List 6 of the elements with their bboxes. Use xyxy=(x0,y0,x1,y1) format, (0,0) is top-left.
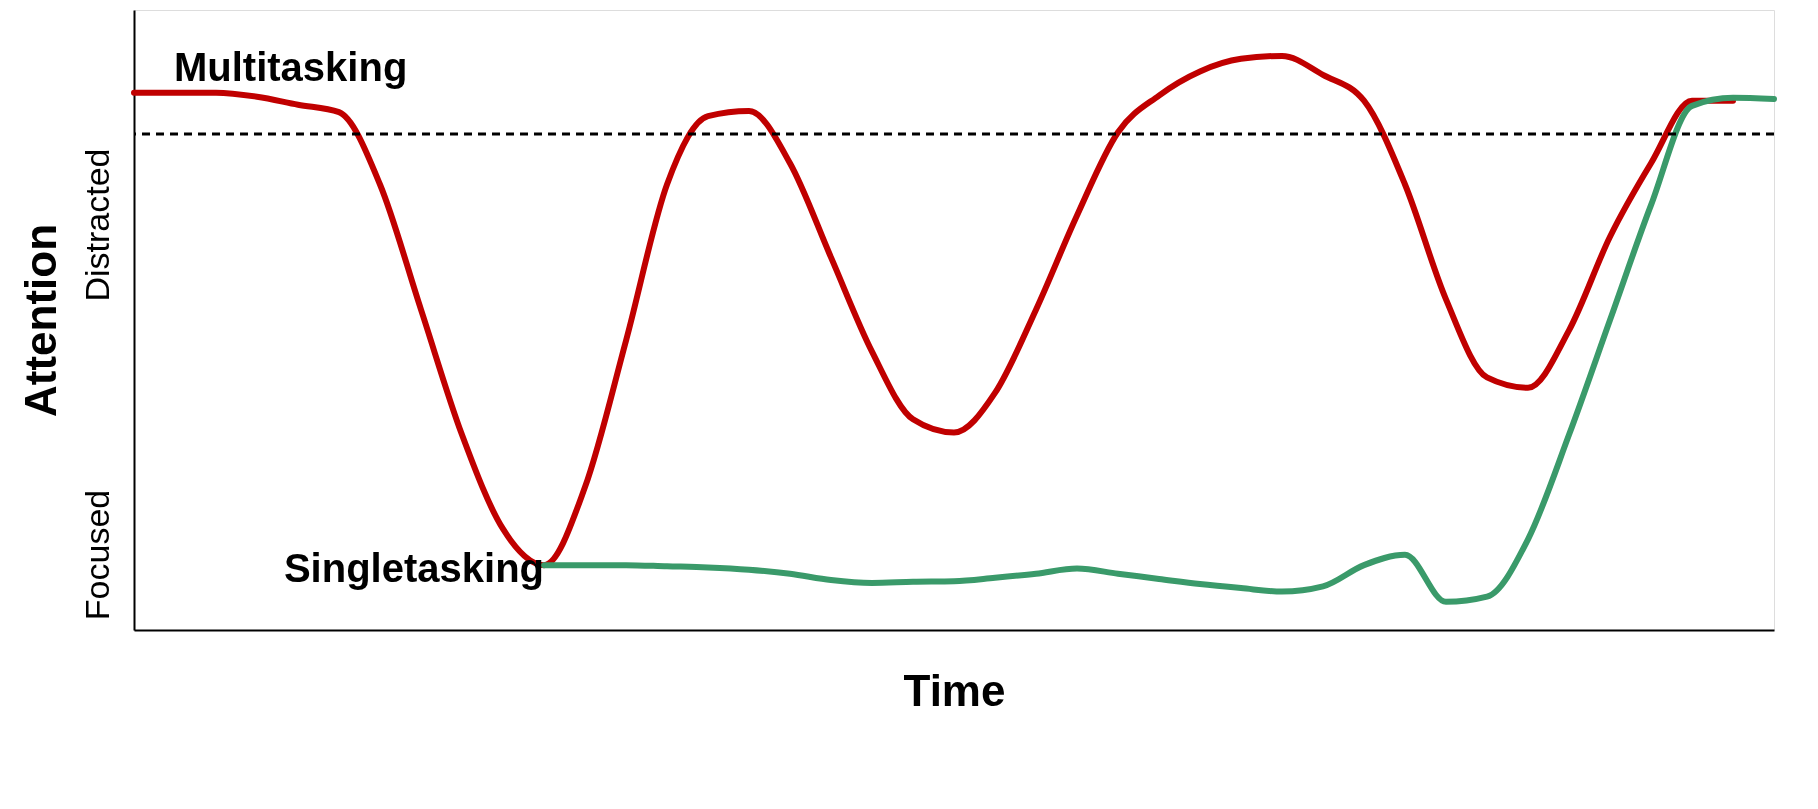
series-label: Multitasking xyxy=(174,44,408,89)
x-axis-title: Time xyxy=(903,665,1006,715)
text: Focused xyxy=(78,489,116,621)
series-label: Singletasking xyxy=(283,546,544,591)
y-axis-title: Attention xyxy=(15,223,65,418)
text: Distracted xyxy=(78,148,116,302)
